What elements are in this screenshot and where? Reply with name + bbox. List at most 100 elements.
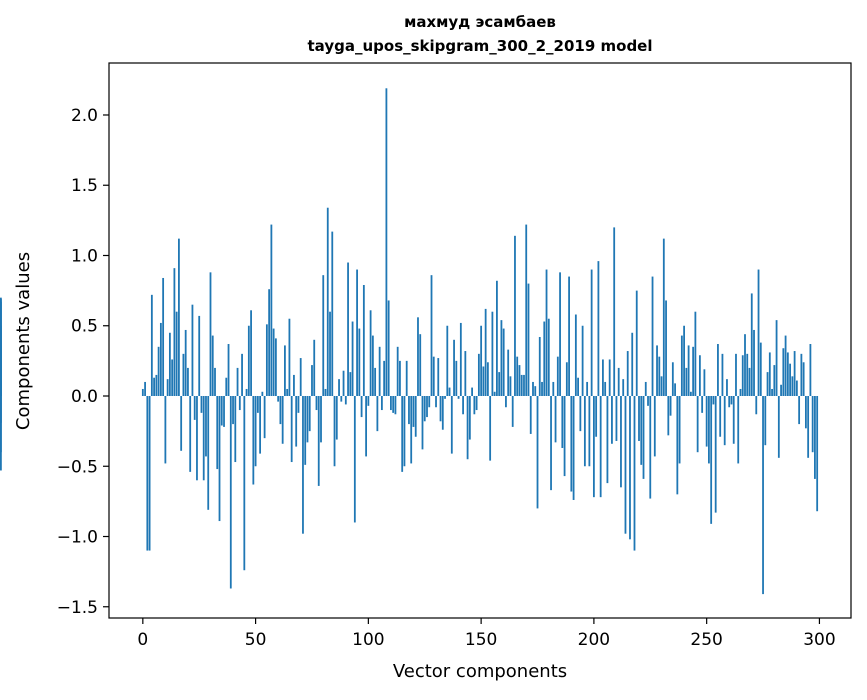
bar-44 [241,353,243,396]
bar-291 [798,396,801,425]
bar-170 [525,224,528,396]
bar-66 [290,396,293,463]
bar-51 [256,396,259,413]
bar-238 [678,396,681,464]
bar-149 [477,353,480,396]
bar-162 [507,349,510,396]
bar-167 [518,365,521,396]
bar-35 [220,396,223,426]
bar-16 [178,238,180,396]
bar-234 [669,396,672,416]
bar-163 [509,376,512,396]
x-axis-label: Vector components [393,661,567,682]
bar-115 [401,396,404,472]
bar-97 [360,396,363,418]
bar-233 [667,396,670,436]
bar-133 [441,396,444,430]
bar-216 [629,396,631,540]
bar-165 [514,235,516,396]
bar-18 [182,353,185,396]
bar-263 [735,353,737,396]
bar-219 [635,290,638,396]
bar-79 [320,396,322,443]
bar-120 [412,396,415,427]
bar-144 [466,396,469,460]
bar-277 [766,372,769,396]
bar-292 [800,353,803,396]
bar-130 [435,396,437,408]
bar-95 [356,269,358,396]
bar-6 [155,374,158,396]
bar-52 [259,396,261,454]
bar-69 [297,396,300,413]
bar-140 [457,396,460,399]
bar-122 [417,317,419,396]
bar-169 [523,374,525,396]
bar-158 [498,372,501,396]
bar-279 [771,388,773,396]
bar-undefined [0,301,2,396]
bar-0 [141,388,144,396]
bar-145 [468,396,471,440]
bar-254 [714,396,717,513]
bar-152 [484,308,487,396]
x-tick-label: 250 [690,630,722,650]
bar-260 [728,396,731,408]
bar-41 [234,396,237,463]
bar-89 [342,370,345,396]
bar-256 [719,396,722,437]
bar-30 [209,272,212,396]
chart-title: махмуд эсамбаев [404,13,556,31]
x-tick-label: 150 [465,630,497,650]
bar-217 [631,332,634,396]
bar-255 [717,344,719,396]
bar-146 [471,387,473,396]
bar-143 [464,351,467,396]
bar-265 [739,388,742,396]
bar-141 [459,322,462,396]
bar-54 [263,396,266,439]
bar-180 [547,318,550,396]
bar-200 [592,396,595,498]
bar-235 [671,362,674,396]
bar-43 [238,396,241,411]
bar-275 [762,396,764,595]
bar-160 [502,328,505,396]
bar-46 [245,388,248,396]
y-tick-label: 0.5 [71,317,98,337]
y-tick-label: 2.0 [71,106,98,126]
bar-295 [807,396,810,458]
bar-173 [532,381,534,396]
bar-220 [638,396,640,441]
x-tick-label: 100 [352,630,384,650]
bar-27 [202,396,205,481]
bar-60 [277,396,280,402]
bar-119 [410,396,413,464]
bar-36 [223,396,225,427]
bar-250 [705,396,708,447]
bar-57 [270,224,273,396]
bar-65 [288,318,291,396]
bar-19 [184,329,187,396]
bar-107 [383,360,386,396]
bar-40 [232,396,234,425]
bar-33 [216,396,219,470]
bar-203 [599,396,602,498]
bar-134 [444,396,446,399]
bar-264 [737,396,740,464]
bar-71 [302,396,304,534]
bar-28 [205,396,207,457]
x-tick-label: 50 [245,630,267,650]
bar-213 [622,379,625,396]
bar-164 [511,396,514,427]
bar-100 [367,396,370,406]
bar-172 [529,396,532,434]
bar-72 [304,396,307,465]
bar-193 [577,377,579,396]
bar-155 [491,311,494,396]
bar-7 [157,346,160,396]
bar-86 [335,396,338,440]
bar-9 [162,277,165,396]
bar-191 [572,396,575,500]
bar-103 [374,367,377,396]
